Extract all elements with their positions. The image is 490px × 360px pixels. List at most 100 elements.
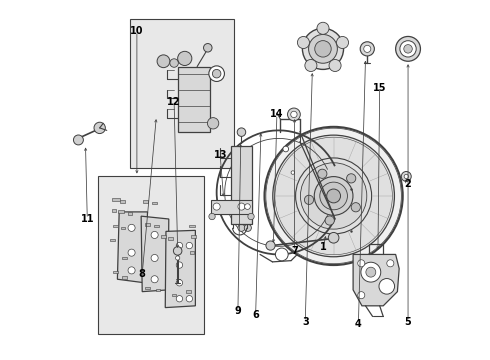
Bar [192, 235, 196, 238]
Text: 2: 2 [405, 179, 412, 189]
Circle shape [295, 158, 371, 234]
Circle shape [186, 296, 193, 302]
Circle shape [346, 174, 356, 183]
Polygon shape [353, 255, 399, 306]
Circle shape [128, 267, 135, 274]
Text: 6: 6 [252, 310, 259, 320]
Circle shape [128, 249, 135, 256]
Polygon shape [165, 230, 196, 307]
Circle shape [273, 135, 394, 257]
Circle shape [328, 233, 339, 243]
Circle shape [175, 256, 180, 260]
Bar [231, 146, 252, 224]
Circle shape [209, 66, 224, 81]
Text: 13: 13 [214, 150, 227, 160]
Circle shape [176, 262, 183, 268]
Circle shape [315, 41, 331, 57]
Circle shape [151, 231, 158, 238]
Bar [121, 226, 125, 229]
Circle shape [176, 280, 183, 286]
Circle shape [245, 204, 250, 210]
Circle shape [176, 242, 183, 249]
Bar [152, 202, 157, 204]
Text: 7: 7 [291, 246, 298, 256]
Circle shape [325, 216, 334, 225]
Bar [146, 287, 149, 289]
Circle shape [248, 213, 254, 220]
Circle shape [304, 195, 314, 204]
Circle shape [176, 296, 183, 302]
Circle shape [94, 122, 105, 134]
Circle shape [203, 44, 212, 52]
Text: 5: 5 [405, 317, 412, 327]
Circle shape [309, 35, 338, 63]
Polygon shape [141, 216, 169, 292]
Bar [186, 291, 191, 293]
Circle shape [305, 59, 317, 72]
Circle shape [291, 171, 294, 174]
Bar [156, 289, 160, 291]
Circle shape [366, 267, 376, 277]
Circle shape [300, 163, 367, 229]
Bar [178, 67, 210, 132]
Bar [113, 271, 118, 273]
Circle shape [266, 241, 275, 250]
Circle shape [151, 255, 158, 261]
Bar [98, 176, 204, 334]
Circle shape [404, 174, 408, 179]
Circle shape [238, 224, 245, 231]
Text: 9: 9 [235, 306, 241, 316]
Circle shape [404, 45, 412, 53]
Circle shape [186, 242, 193, 249]
Circle shape [318, 169, 327, 179]
Circle shape [401, 171, 411, 181]
Bar [168, 237, 173, 240]
Bar [161, 235, 166, 238]
Circle shape [361, 262, 381, 282]
Bar [112, 198, 120, 201]
Circle shape [212, 69, 221, 78]
Bar [190, 251, 194, 254]
Circle shape [395, 36, 420, 61]
Text: 1: 1 [319, 242, 326, 252]
Circle shape [74, 135, 83, 145]
Circle shape [245, 224, 251, 231]
Circle shape [128, 224, 135, 231]
Bar [113, 225, 118, 228]
Circle shape [173, 247, 182, 255]
Text: 3: 3 [302, 317, 309, 327]
Bar [128, 212, 132, 215]
Circle shape [238, 203, 245, 210]
Text: 8: 8 [139, 269, 146, 279]
Bar [189, 225, 195, 228]
Circle shape [178, 51, 192, 66]
Circle shape [379, 279, 394, 294]
Circle shape [400, 41, 416, 57]
Circle shape [358, 260, 365, 267]
Bar [122, 257, 127, 259]
Circle shape [265, 127, 403, 265]
Text: 14: 14 [270, 109, 284, 120]
Circle shape [351, 203, 360, 212]
Bar [145, 223, 150, 226]
Circle shape [314, 177, 353, 215]
Bar [143, 200, 148, 203]
Circle shape [151, 276, 158, 283]
Bar [211, 200, 252, 215]
Circle shape [320, 182, 347, 210]
Circle shape [291, 111, 297, 118]
Text: 15: 15 [373, 83, 387, 93]
Circle shape [283, 146, 289, 152]
Circle shape [275, 248, 288, 261]
Bar [118, 211, 124, 213]
Bar [122, 276, 127, 279]
Bar [172, 294, 176, 296]
Text: 10: 10 [130, 26, 144, 36]
Circle shape [157, 55, 170, 68]
Text: 11: 11 [80, 214, 94, 224]
Bar [112, 209, 116, 212]
Circle shape [237, 128, 245, 136]
Circle shape [297, 36, 310, 49]
Circle shape [170, 59, 178, 67]
Circle shape [364, 45, 371, 53]
